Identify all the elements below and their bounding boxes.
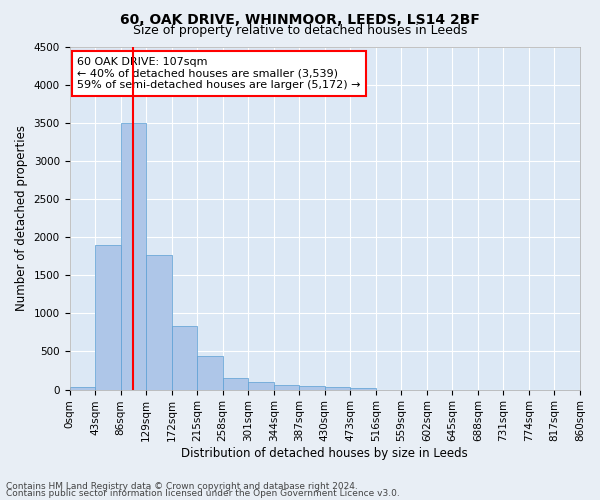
Bar bbox=[95, 244, 121, 390]
Bar bbox=[299, 386, 325, 390]
Bar bbox=[70, 388, 95, 390]
Bar bbox=[146, 256, 172, 390]
Text: Contains public sector information licensed under the Open Government Licence v3: Contains public sector information licen… bbox=[6, 489, 400, 498]
Bar bbox=[350, 388, 376, 390]
Bar bbox=[197, 356, 223, 390]
Text: Contains HM Land Registry data © Crown copyright and database right 2024.: Contains HM Land Registry data © Crown c… bbox=[6, 482, 358, 491]
Bar bbox=[223, 378, 248, 390]
Bar bbox=[172, 326, 197, 390]
Text: 60, OAK DRIVE, WHINMOOR, LEEDS, LS14 2BF: 60, OAK DRIVE, WHINMOOR, LEEDS, LS14 2BF bbox=[120, 12, 480, 26]
Y-axis label: Number of detached properties: Number of detached properties bbox=[15, 125, 28, 311]
Bar bbox=[325, 388, 350, 390]
Bar bbox=[121, 122, 146, 390]
Text: Size of property relative to detached houses in Leeds: Size of property relative to detached ho… bbox=[133, 24, 467, 37]
X-axis label: Distribution of detached houses by size in Leeds: Distribution of detached houses by size … bbox=[181, 447, 468, 460]
Bar bbox=[248, 382, 274, 390]
Text: 60 OAK DRIVE: 107sqm
← 40% of detached houses are smaller (3,539)
59% of semi-de: 60 OAK DRIVE: 107sqm ← 40% of detached h… bbox=[77, 57, 361, 90]
Bar bbox=[274, 385, 299, 390]
